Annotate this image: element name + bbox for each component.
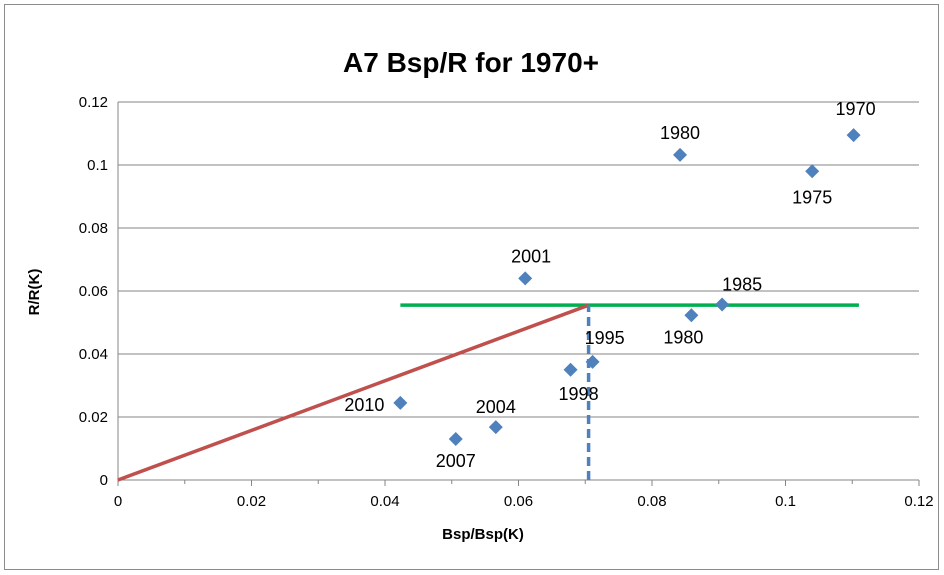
data-label: 1970 xyxy=(836,99,876,119)
x-tick-label: 0.04 xyxy=(370,493,399,510)
y-tick-label: 0.02 xyxy=(79,409,108,426)
y-tick-label: 0.04 xyxy=(79,346,108,363)
data-point xyxy=(673,147,688,162)
data-point xyxy=(585,354,600,369)
chart-title: A7 Bsp/R for 1970+ xyxy=(343,47,599,78)
data-point xyxy=(684,308,699,323)
data-label: 2004 xyxy=(476,397,516,417)
y-tick-label: 0 xyxy=(100,472,108,489)
data-point xyxy=(448,432,463,447)
data-point xyxy=(715,297,730,312)
data-points xyxy=(393,128,861,447)
data-point xyxy=(805,164,820,179)
y-tick-label: 0.06 xyxy=(79,283,108,300)
gridlines xyxy=(118,101,919,418)
x-tick-label: 0.08 xyxy=(637,493,666,510)
x-tick-label: 0.1 xyxy=(775,493,796,510)
data-label: 1975 xyxy=(792,187,832,207)
data-label: 1985 xyxy=(722,275,762,295)
data-label: 1998 xyxy=(559,384,599,404)
y-tick-label: 0.12 xyxy=(79,94,108,111)
data-label: 1980 xyxy=(660,123,700,143)
data-label: 2010 xyxy=(344,395,384,415)
y-tick-label: 0.08 xyxy=(79,220,108,237)
reference-lines xyxy=(117,303,859,482)
data-label: 1995 xyxy=(585,328,625,348)
data-point xyxy=(846,128,861,143)
x-tick-label: 0.06 xyxy=(504,493,533,510)
chart-area: A7 Bsp/R for 1970+ 0 0.02 0.04 0.06 0.08 0.1 0… xyxy=(4,4,939,570)
data-point xyxy=(563,362,578,377)
point-labels: 1970 1975 1980 1980 1985 2001 1995 1998 2010 2004… xyxy=(344,99,875,471)
data-label: 2007 xyxy=(436,451,476,471)
y-axis-title: R/R(K) xyxy=(26,269,43,316)
data-point xyxy=(518,271,533,286)
data-point xyxy=(393,395,408,410)
x-tick-label: 0.02 xyxy=(237,493,266,510)
y-tick-label: 0.1 xyxy=(87,157,108,174)
axes: 0 0.02 0.04 0.06 0.08 0.1 0.12 0 0.02 0.04 0.06 0.0… xyxy=(79,94,934,510)
data-label: 2001 xyxy=(511,246,551,266)
x-axis-title: Bsp/Bsp(K) xyxy=(442,526,524,543)
data-point xyxy=(488,420,503,435)
x-tick-label: 0 xyxy=(114,493,122,510)
scatter-chart: A7 Bsp/R for 1970+ 00.020.040.060.080.10… xyxy=(26,47,934,543)
data-label: 1980 xyxy=(663,327,703,347)
x-tick-label: 0.12 xyxy=(904,493,933,510)
origin-line-line xyxy=(117,303,590,482)
